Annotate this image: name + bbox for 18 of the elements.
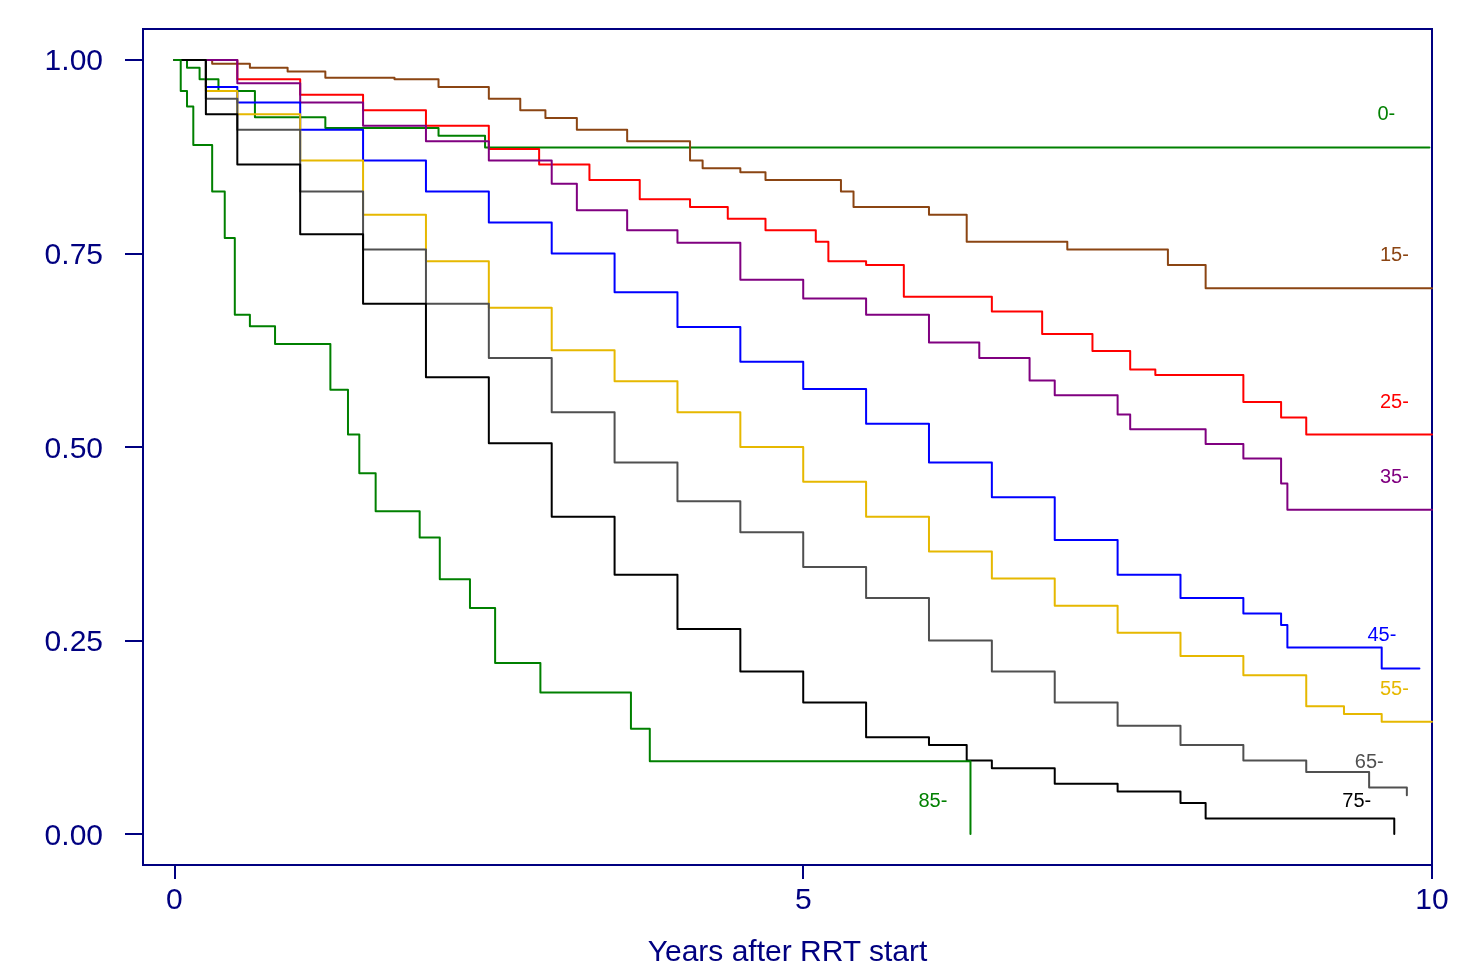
series-label: 55- [1380,676,1409,699]
x-tick-label: 5 [794,881,812,915]
series-label: 85- [918,789,948,812]
series-label: 35- [1380,464,1409,487]
y-tick-label: 0.75 [44,236,103,270]
x-tick-label: 0 [166,881,183,915]
series-label: 0- [1377,102,1396,125]
series-label: 75- [1342,789,1372,812]
series-label: 45- [1367,623,1397,646]
y-tick-label: 0.50 [44,430,103,464]
series-label: 25- [1380,389,1409,412]
y-tick-label: 0.25 [44,624,103,658]
x-axis-title: Years after RRT start [647,933,928,967]
x-tick-label: 10 [1415,881,1449,915]
series-label: 15- [1380,243,1409,266]
series-label: 65- [1354,750,1384,773]
y-tick-label: 0.00 [44,817,103,851]
y-tick-label: 1.00 [44,43,103,77]
